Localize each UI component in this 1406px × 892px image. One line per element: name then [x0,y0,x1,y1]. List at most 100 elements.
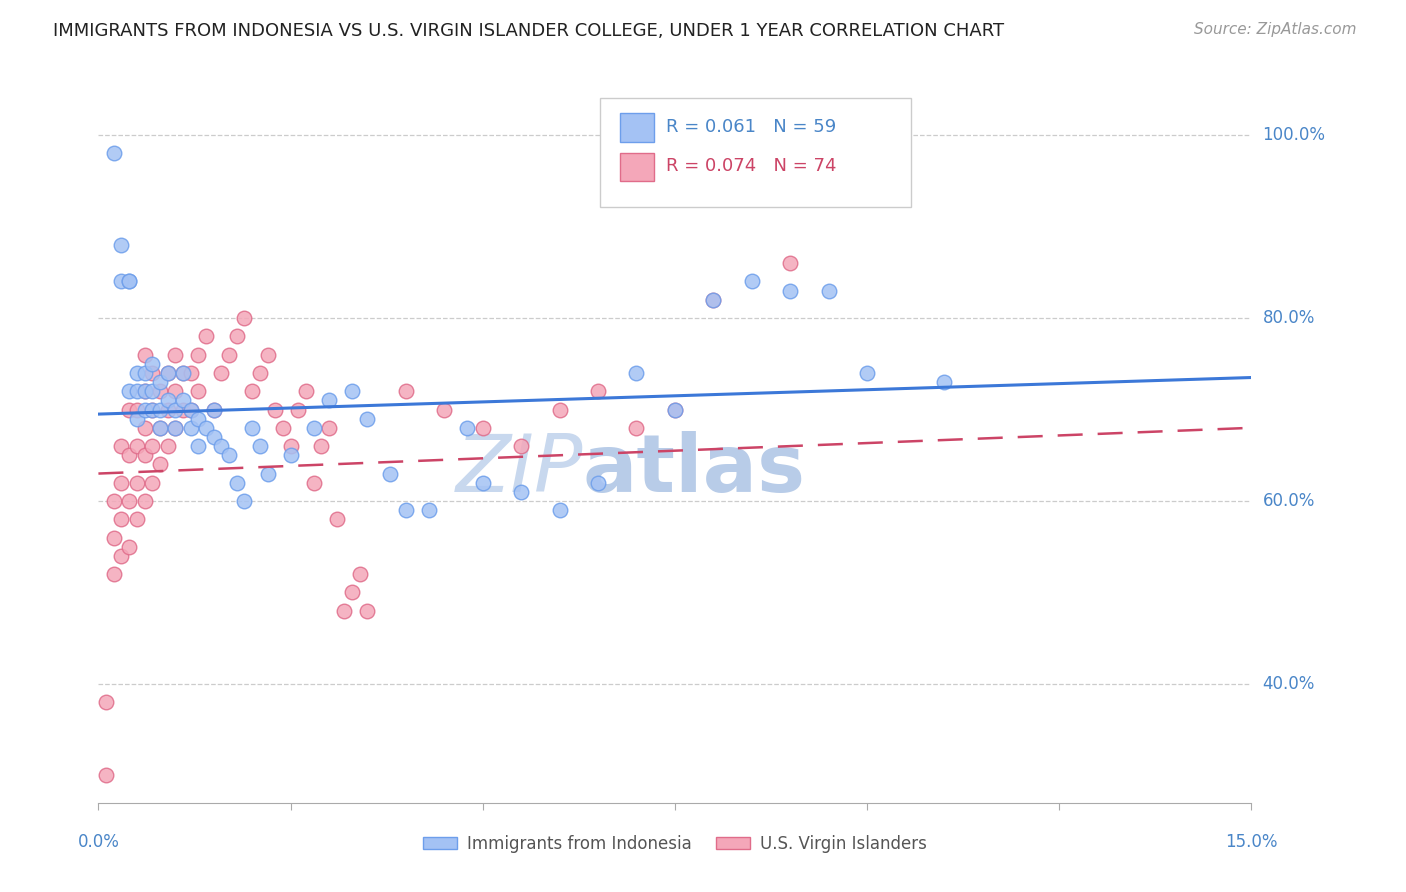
Point [280,448,302,462]
Point [433,402,456,417]
Point [110,275,132,289]
Point [156,366,179,380]
Point [264,402,287,417]
Point [187,348,209,362]
Point [626,366,648,380]
Point [664,402,686,417]
Point [94,768,117,782]
Point [548,503,571,517]
Point [817,284,839,298]
Point [103,146,125,161]
Point [125,402,148,417]
Point [180,402,202,417]
Point [195,421,218,435]
Point [134,366,156,380]
Point [233,494,256,508]
Point [356,604,378,618]
Point [103,531,125,545]
Point [118,275,141,289]
Point [180,402,202,417]
Point [118,540,141,554]
Point [134,402,156,417]
Point [280,439,302,453]
Point [225,475,247,490]
Point [456,421,478,435]
Text: 0.0%: 0.0% [77,833,120,851]
Point [172,366,194,380]
Point [156,402,179,417]
Point [218,348,240,362]
Point [141,402,163,417]
Point [287,402,309,417]
Point [103,567,125,582]
Point [125,384,148,399]
Point [110,512,132,526]
Point [118,275,141,289]
Point [156,439,179,453]
Point [510,439,533,453]
Point [209,439,232,453]
Point [134,348,156,362]
Point [395,503,418,517]
Point [125,439,148,453]
Point [418,503,440,517]
Point [141,439,163,453]
Point [333,604,356,618]
FancyBboxPatch shape [600,98,911,207]
Point [134,421,156,435]
Point [165,402,187,417]
Point [187,439,209,453]
Point [134,448,156,462]
Point [141,366,163,380]
Point [141,475,163,490]
Text: 15.0%: 15.0% [1225,833,1278,851]
Point [202,430,225,444]
Point [172,393,194,408]
Point [202,402,225,417]
Point [349,567,371,582]
Point [172,366,194,380]
Point [149,375,172,389]
Point [125,512,148,526]
Point [225,329,247,343]
Point [256,348,278,362]
Point [125,366,148,380]
Point [471,475,494,490]
Text: atlas: atlas [582,432,806,509]
Point [195,329,218,343]
Point [165,384,187,399]
Point [856,174,879,188]
Point [395,384,418,399]
Point [249,366,271,380]
Text: 60.0%: 60.0% [1263,492,1315,510]
FancyBboxPatch shape [620,112,654,142]
Point [702,293,724,307]
Point [302,421,325,435]
Point [103,494,125,508]
Point [626,421,648,435]
Point [311,439,333,453]
Text: R = 0.061   N = 59: R = 0.061 N = 59 [665,118,837,136]
FancyBboxPatch shape [620,153,654,181]
Point [125,475,148,490]
Point [110,238,132,252]
Point [156,393,179,408]
Point [586,384,609,399]
Point [156,366,179,380]
Point [664,402,686,417]
Point [318,421,340,435]
Point [187,384,209,399]
Point [548,402,571,417]
Point [118,448,141,462]
Point [240,421,263,435]
Point [180,366,202,380]
Point [118,402,141,417]
Point [165,421,187,435]
Point [741,275,763,289]
Point [209,366,232,380]
Point [165,348,187,362]
Point [510,484,533,499]
Point [240,384,263,399]
Point [134,384,156,399]
Text: Source: ZipAtlas.com: Source: ZipAtlas.com [1194,22,1357,37]
